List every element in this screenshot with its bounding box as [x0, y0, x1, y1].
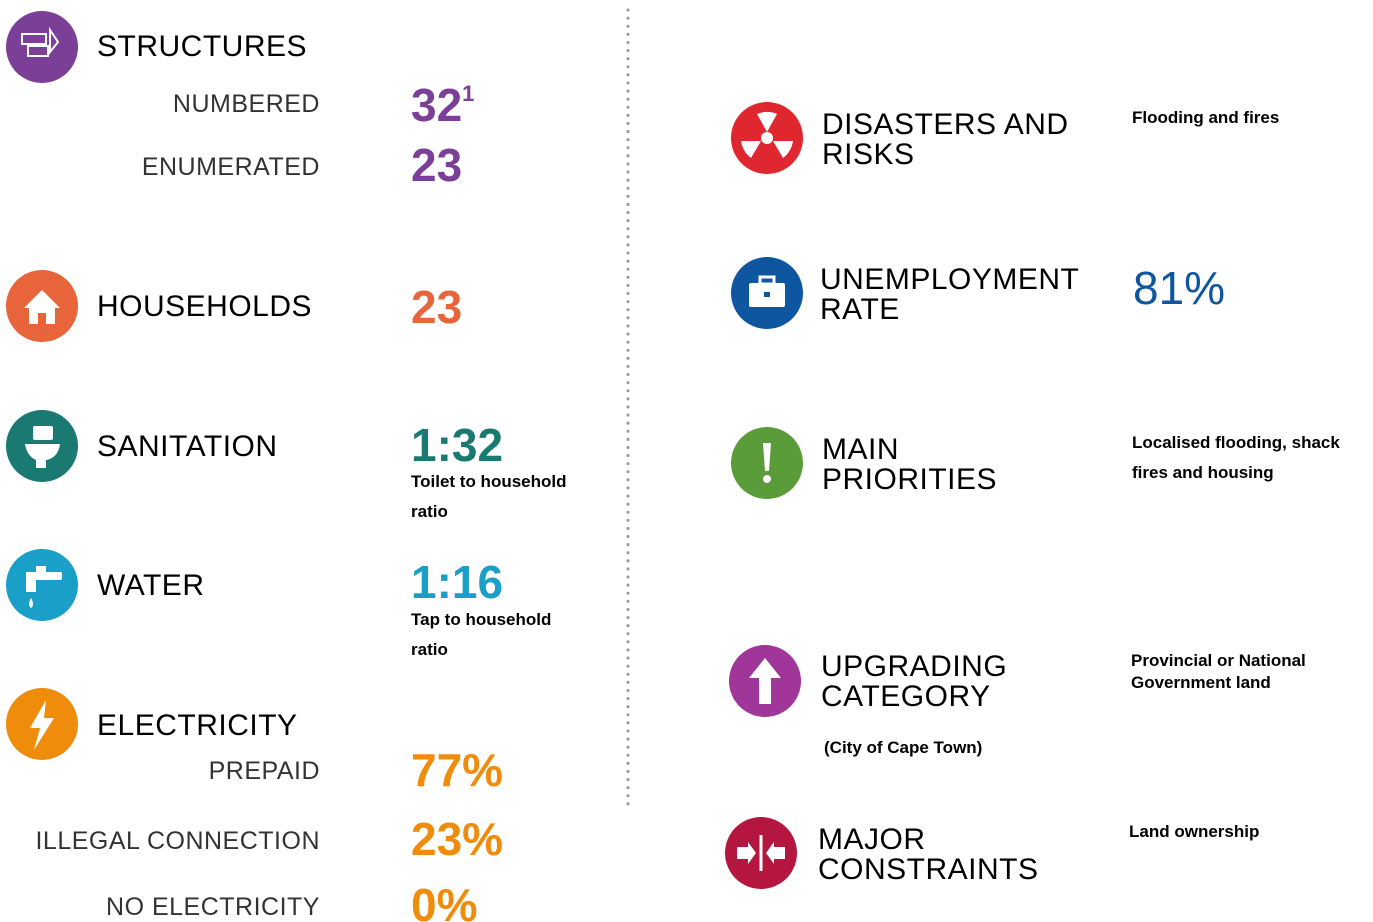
water-icon [6, 549, 78, 621]
sanitation-icon [6, 410, 78, 482]
no-electricity-value: 0% [411, 879, 478, 922]
upgrading-label: UPGRADING CATEGORY [821, 650, 1008, 713]
structures-icon [6, 11, 78, 83]
unemployment-icon [731, 257, 803, 329]
households-label: HOUSEHOLDS [97, 290, 313, 323]
households-value: 23 [411, 281, 463, 333]
numbered-label: NUMBERED [172, 90, 320, 118]
water-label: WATER [97, 569, 205, 602]
electricity-label: ELECTRICITY [97, 709, 298, 742]
water-value: 1:16 [411, 556, 504, 608]
numbered-value: 321 [411, 80, 474, 130]
electricity-icon [6, 688, 78, 760]
priorities-label: MAIN PRIORITIES [822, 433, 998, 496]
priorities-icon [731, 427, 803, 499]
value: 32 [411, 79, 463, 131]
disasters-label: DISASTERS AND RISKS [822, 108, 1069, 171]
constraints-value: Land ownership [1129, 822, 1260, 841]
prepaid-label: PREPAID [208, 757, 320, 785]
footnote: 1 [462, 81, 475, 106]
water-caption: Tap to household ratio [411, 610, 552, 659]
households-icon [6, 270, 78, 342]
no-electricity-label: NO ELECTRICITY [106, 893, 320, 921]
constraints-icon [725, 817, 797, 889]
sanitation-caption: Toilet to household ratio [411, 472, 567, 521]
illegal-label: ILLEGAL CONNECTION [35, 827, 320, 855]
unemployment-value: 81% [1133, 262, 1226, 314]
unemployment-label: UNEMPLOYMENT RATE [820, 263, 1079, 326]
disasters-icon [731, 102, 803, 174]
constraints-label: MAJOR CONSTRAINTS [818, 823, 1039, 886]
structures-label: STRUCTURES [97, 30, 308, 63]
enumerated-label: ENUMERATED [141, 153, 320, 181]
upgrading-icon [729, 645, 801, 717]
sanitation-label: SANITATION [97, 430, 278, 463]
upgrading-value: Provincial or National Government land [1131, 651, 1306, 692]
upgrading-note: (City of Cape Town) [824, 738, 983, 757]
disasters-value: Flooding and fires [1132, 108, 1280, 127]
illegal-value: 23% [411, 813, 504, 865]
sanitation-value: 1:32 [411, 419, 504, 471]
priorities-value: Localised flooding, shack fires and hous… [1132, 433, 1340, 482]
prepaid-value: 77% [411, 744, 504, 796]
enumerated-value: 23 [411, 139, 463, 191]
